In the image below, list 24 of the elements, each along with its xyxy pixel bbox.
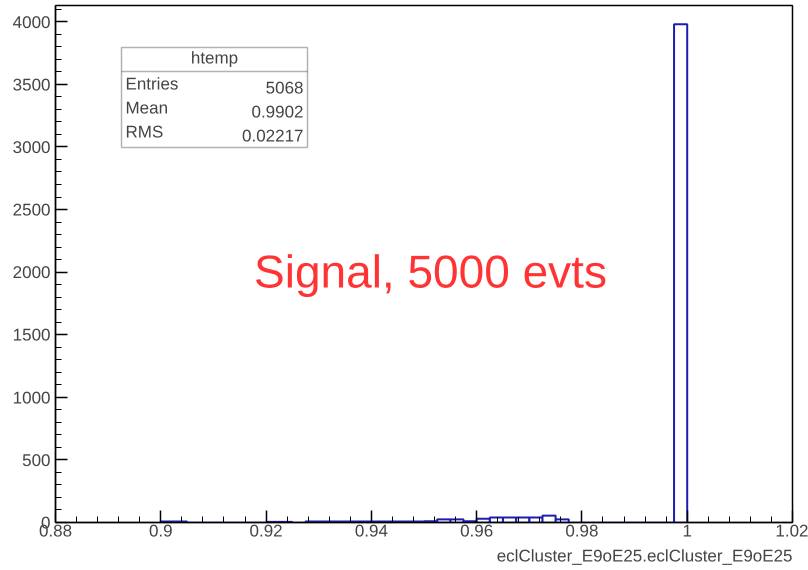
y-tick-label: 3500 (12, 75, 51, 94)
annotation: RMS (126, 122, 164, 142)
y-tick-label: 3000 (12, 138, 51, 157)
annotation: 0.9902 (252, 102, 304, 122)
x-tick-label: 1.02 (775, 522, 808, 540)
annotation: Mean (126, 98, 168, 118)
x-axis-title: eclCluster_E9oE25.eclCluster_E9oE25 (496, 546, 793, 566)
x-tick-label: 1 (682, 522, 692, 540)
annotation: Entries (126, 74, 178, 94)
y-tick-label: 500 (22, 450, 51, 470)
x-tick-label: 0.98 (565, 522, 598, 540)
y-tick-label: 2500 (12, 200, 51, 220)
x-tick-label: 0.96 (460, 522, 494, 540)
x-tick-label: 0.94 (354, 522, 388, 540)
annotation: 5068 (266, 78, 304, 98)
annotation: 0.02217 (242, 126, 304, 146)
text: htemp (190, 48, 238, 68)
y-tick-label: 1000 (12, 388, 51, 408)
y-tick-label: 1500 (12, 326, 51, 345)
y-tick-label: 4000 (12, 12, 51, 32)
y-tick-label: 2000 (12, 263, 51, 282)
annotation: Signal, 5000 evts (254, 246, 607, 298)
x-tick-label: 0.9 (148, 522, 173, 540)
x-tick-label: 0.92 (250, 522, 283, 540)
